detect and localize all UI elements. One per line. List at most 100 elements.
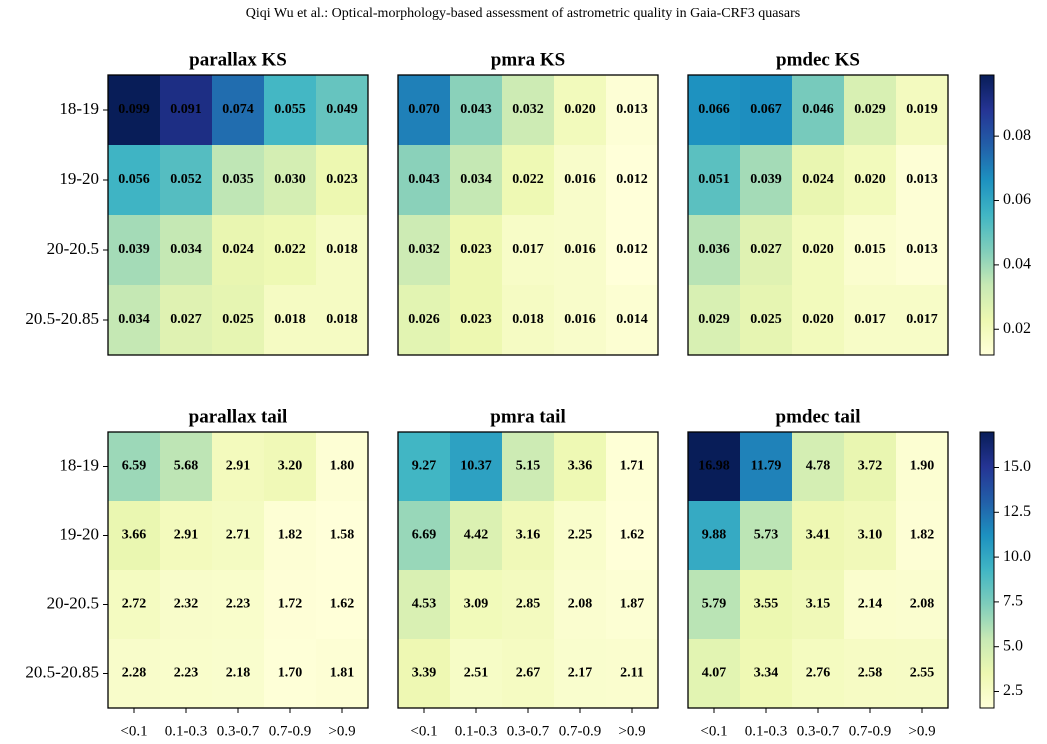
x-tick-label: 0.1-0.3 xyxy=(165,723,208,739)
cell-label: 4.07 xyxy=(702,666,727,681)
cell-label: 2.72 xyxy=(122,597,147,612)
colorbar-tick-label: 0.02 xyxy=(1003,320,1031,337)
heatmap-cell xyxy=(606,75,659,146)
cell-label: 3.16 xyxy=(516,528,541,543)
colorbar-tick-label: 0.04 xyxy=(1003,256,1031,273)
cell-label: 0.043 xyxy=(408,172,440,187)
heatmap-cell xyxy=(108,285,161,356)
cell-label: 0.020 xyxy=(854,172,886,187)
x-tick-label: >0.9 xyxy=(908,723,935,739)
heatmap-cell xyxy=(212,570,265,640)
cell-label: 0.032 xyxy=(408,242,440,257)
heatmap-cell xyxy=(160,145,213,216)
heatmap-cell xyxy=(502,639,555,709)
panel-title: parallax tail xyxy=(189,406,288,427)
heatmap-cell xyxy=(792,145,845,216)
heatmap-cell xyxy=(108,432,161,502)
cell-label: 0.035 xyxy=(222,172,254,187)
heatmap-cell xyxy=(688,432,741,502)
heatmap-cell xyxy=(316,432,369,502)
cell-label: 0.036 xyxy=(698,242,730,257)
heatmap-cell xyxy=(606,285,659,356)
heatmap-cell xyxy=(896,432,949,502)
heatmap-cell xyxy=(160,75,213,146)
heatmap-cell xyxy=(398,75,451,146)
heatmap-cell xyxy=(264,570,317,640)
cell-label: 0.023 xyxy=(326,172,358,187)
heatmap-cell xyxy=(896,570,949,640)
cell-label: 3.55 xyxy=(754,597,779,612)
heatmap-cell xyxy=(264,639,317,709)
cell-label: 10.37 xyxy=(460,459,492,474)
heatmap-cell xyxy=(160,570,213,640)
cell-label: 0.020 xyxy=(564,102,596,117)
heatmap-cell xyxy=(212,75,265,146)
cell-label: 0.043 xyxy=(460,102,492,117)
heatmap-cell xyxy=(502,570,555,640)
cell-label: 0.012 xyxy=(616,172,648,187)
cell-label: 0.017 xyxy=(854,312,886,327)
heatmap-cell xyxy=(554,501,607,571)
heatmap-cell xyxy=(108,501,161,571)
heatmap-cell xyxy=(398,432,451,502)
colorbar-tick-label: 0.08 xyxy=(1003,127,1031,144)
heatmap-cell xyxy=(316,145,369,216)
cell-label: 0.027 xyxy=(750,242,782,257)
heatmap-cell xyxy=(844,75,897,146)
heatmap-cell xyxy=(554,639,607,709)
cell-label: 1.90 xyxy=(910,459,935,474)
colorbar-tick-label: 15.0 xyxy=(1003,458,1031,475)
cell-label: 3.41 xyxy=(806,528,831,543)
heatmap-cell xyxy=(792,432,845,502)
cell-label: 11.79 xyxy=(751,459,782,474)
cell-label: 3.66 xyxy=(122,528,147,543)
heatmap-cell xyxy=(398,501,451,571)
heatmap-cell xyxy=(792,75,845,146)
colorbar-tick-label: 10.0 xyxy=(1003,548,1031,565)
cell-label: 0.029 xyxy=(854,102,886,117)
y-tick-label: 20-20.5 xyxy=(47,593,99,612)
page-title: Qiqi Wu et al.: Optical-morphology-based… xyxy=(246,6,800,21)
cell-label: 0.016 xyxy=(564,312,596,327)
heatmap-cell xyxy=(896,639,949,709)
heatmap-cell xyxy=(844,570,897,640)
heatmap-cell xyxy=(792,285,845,356)
cell-label: 3.20 xyxy=(278,459,303,474)
y-tick-label: 20.5-20.85 xyxy=(25,309,99,328)
cell-label: 0.013 xyxy=(906,172,938,187)
cell-label: 0.016 xyxy=(564,172,596,187)
cell-label: 0.091 xyxy=(170,102,202,117)
cell-label: 1.62 xyxy=(330,597,355,612)
heatmap-cell xyxy=(554,145,607,216)
cell-label: 16.98 xyxy=(698,459,730,474)
cell-label: 6.59 xyxy=(122,459,147,474)
cell-label: 0.022 xyxy=(274,242,306,257)
cell-label: 3.34 xyxy=(754,666,779,681)
cell-label: 2.08 xyxy=(910,597,935,612)
x-tick-label: 0.1-0.3 xyxy=(745,723,788,739)
cell-label: 2.25 xyxy=(568,528,593,543)
y-tick-label: 19-20 xyxy=(59,169,99,188)
cell-label: 0.070 xyxy=(408,102,440,117)
cell-label: 0.055 xyxy=(274,102,306,117)
cell-label: 0.032 xyxy=(512,102,544,117)
cell-label: 0.025 xyxy=(222,312,254,327)
heatmap-cell xyxy=(896,215,949,286)
y-tick-label: 19-20 xyxy=(59,524,99,543)
heatmap-cell xyxy=(554,75,607,146)
cell-label: 0.012 xyxy=(616,242,648,257)
heatmap-cell xyxy=(792,215,845,286)
heatmap-cell xyxy=(554,215,607,286)
cell-label: 0.049 xyxy=(326,102,358,117)
heatmap-cell xyxy=(844,145,897,216)
cell-label: 2.17 xyxy=(568,666,593,681)
heatmap-cell xyxy=(740,639,793,709)
heatmap-cell xyxy=(502,75,555,146)
panel-frame xyxy=(687,74,949,356)
cell-label: 2.08 xyxy=(568,597,593,612)
cell-label: 1.81 xyxy=(330,666,355,681)
heatmap-cell xyxy=(554,570,607,640)
cell-label: 4.78 xyxy=(806,459,831,474)
heatmap-cell xyxy=(398,285,451,356)
